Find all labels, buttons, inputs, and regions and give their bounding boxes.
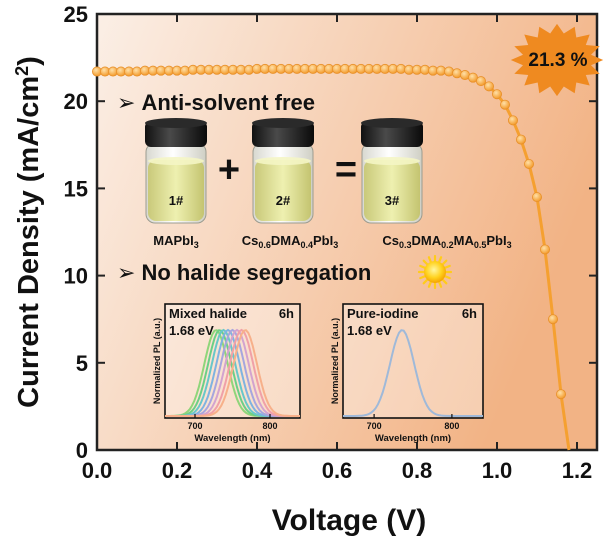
vial-liquid-surface: [255, 157, 311, 165]
x-axis-label: Voltage (V): [272, 504, 426, 537]
inset-title: Mixed halide: [169, 306, 247, 321]
y-tick-label: 0: [76, 438, 88, 463]
vial-cap-top: [252, 118, 314, 128]
sun-ray: [419, 264, 426, 269]
sun-icon: [417, 254, 453, 290]
vial-label: 2#: [276, 193, 291, 208]
vial-label: 3#: [385, 193, 400, 208]
vial-liquid: [148, 160, 204, 221]
jv-data-point: [491, 89, 502, 100]
pl-spectrum-curve: [165, 329, 300, 417]
jv-data-point: [475, 76, 486, 87]
plot-background: [97, 14, 597, 450]
vial-cap: [361, 121, 423, 147]
sun-ray: [444, 275, 451, 280]
vial-1: 1#: [145, 118, 207, 224]
vial-cap-top: [361, 118, 423, 128]
vial-cap: [252, 121, 314, 147]
x-tick-label: 0.4: [242, 458, 273, 483]
y-tick-label: 5: [76, 351, 88, 376]
inset-energy: 1.68 eV: [169, 323, 214, 338]
jv-data-point: [540, 244, 551, 255]
sun-ray: [419, 275, 426, 280]
sun-ray: [438, 281, 443, 288]
x-tick-label: 1.0: [482, 458, 513, 483]
inset-y-label: Normalized PL (a.u.): [152, 318, 162, 404]
sun-disc: [424, 261, 446, 283]
pl-inset-2: Pure-iodine 6h 1.68 eV 700 800 Wavelength (nm…: [330, 303, 484, 444]
y-axis-ticks: 0 5 10 15 20 25: [64, 2, 597, 463]
vial-liquid-surface: [148, 157, 204, 165]
sun-ray: [441, 259, 448, 266]
inset-frame: [164, 303, 301, 419]
vial-3: 3#: [361, 118, 423, 224]
jv-data-point: [443, 66, 454, 77]
pl-inset-1: Mixed halide 6h 1.68 eV 700 800 Wavelength (n…: [152, 303, 301, 444]
starburst-icon: [510, 23, 604, 97]
inset-x-tick-label: 800: [262, 421, 277, 431]
y-axis-label: Current Density (mA/cm2): [12, 56, 45, 408]
x-tick-label: 0.8: [402, 458, 433, 483]
inset-x-tick-label: 800: [444, 421, 459, 431]
plot-frame: [95, 12, 599, 452]
inset-x-label: Wavelength (nm): [375, 433, 451, 444]
inset-x-label: Wavelength (nm): [194, 433, 270, 444]
sun-ray: [444, 264, 451, 269]
pl-insets: Mixed halide 6h 1.68 eV 700 800 Wavelength (n…: [152, 303, 484, 444]
y-tick-label: 20: [64, 89, 88, 114]
y-tick-label: 10: [64, 264, 88, 289]
vial-cap: [145, 121, 207, 147]
jv-data-point: [548, 314, 559, 325]
vial-liquid: [364, 160, 420, 221]
jv-data-point: [556, 389, 567, 400]
inset-y-label: Normalized PL (a.u.): [330, 318, 340, 404]
x-tick-label: 0.2: [162, 458, 193, 483]
inset-title: Pure-iodine: [347, 306, 419, 321]
sun-ray: [427, 281, 432, 288]
jv-data-point: [532, 192, 543, 203]
efficiency-value: 21.3 %: [528, 50, 587, 71]
anti-solvent-caption: ➢ Anti-solvent free: [117, 90, 315, 115]
sun-ray: [438, 256, 443, 263]
y-tick-label: 15: [64, 176, 88, 201]
jv-curve-markers: [92, 63, 567, 400]
formula-cs-dma-ma: Cs0.3DMA0.2MA0.5PbI3: [382, 233, 511, 250]
sun-ray: [422, 259, 429, 266]
jv-data-point: [499, 99, 510, 110]
formula-mapbi3: MAPbI3: [153, 233, 198, 250]
jv-data-point: [507, 115, 518, 126]
vial-2: 2#: [252, 118, 314, 224]
inset-time: 6h: [279, 306, 294, 321]
inset-energy: 1.68 eV: [347, 323, 392, 338]
sun-ray: [422, 278, 429, 285]
formula-cs-dma: Cs0.6DMA0.4PbI3: [242, 233, 339, 250]
equals-sign: =: [335, 149, 357, 191]
no-halide-caption: ➢ No halide segregation: [117, 260, 371, 285]
inset-x-tick-label: 700: [187, 421, 202, 431]
x-tick-label: 0.0: [82, 458, 113, 483]
x-axis-ticks: 0.0 0.2 0.4 0.6 0.8 1.0 1.2: [82, 14, 593, 483]
x-tick-label: 0.6: [322, 458, 353, 483]
vial-liquid: [255, 160, 311, 221]
sun-ray: [441, 278, 448, 285]
pl-spectrum-curve: [343, 329, 483, 417]
inset-time: 6h: [462, 306, 477, 321]
vial-liquid-surface: [364, 157, 420, 165]
jv-data-point: [516, 134, 527, 145]
sun-ray: [427, 256, 432, 263]
inset-x-tick-label: 700: [367, 421, 382, 431]
jv-data-point: [524, 158, 535, 169]
jv-data-point: [483, 81, 494, 92]
y-tick-label: 25: [64, 2, 88, 27]
x-tick-label: 1.2: [562, 458, 593, 483]
efficiency-badge: 21.3 %: [510, 23, 604, 97]
plus-sign: +: [218, 149, 240, 191]
vial-cap-top: [145, 118, 207, 128]
vial-group: 1# 2# 3#: [145, 118, 423, 224]
vial-label: 1#: [169, 193, 184, 208]
jv-data-point: [451, 68, 462, 79]
